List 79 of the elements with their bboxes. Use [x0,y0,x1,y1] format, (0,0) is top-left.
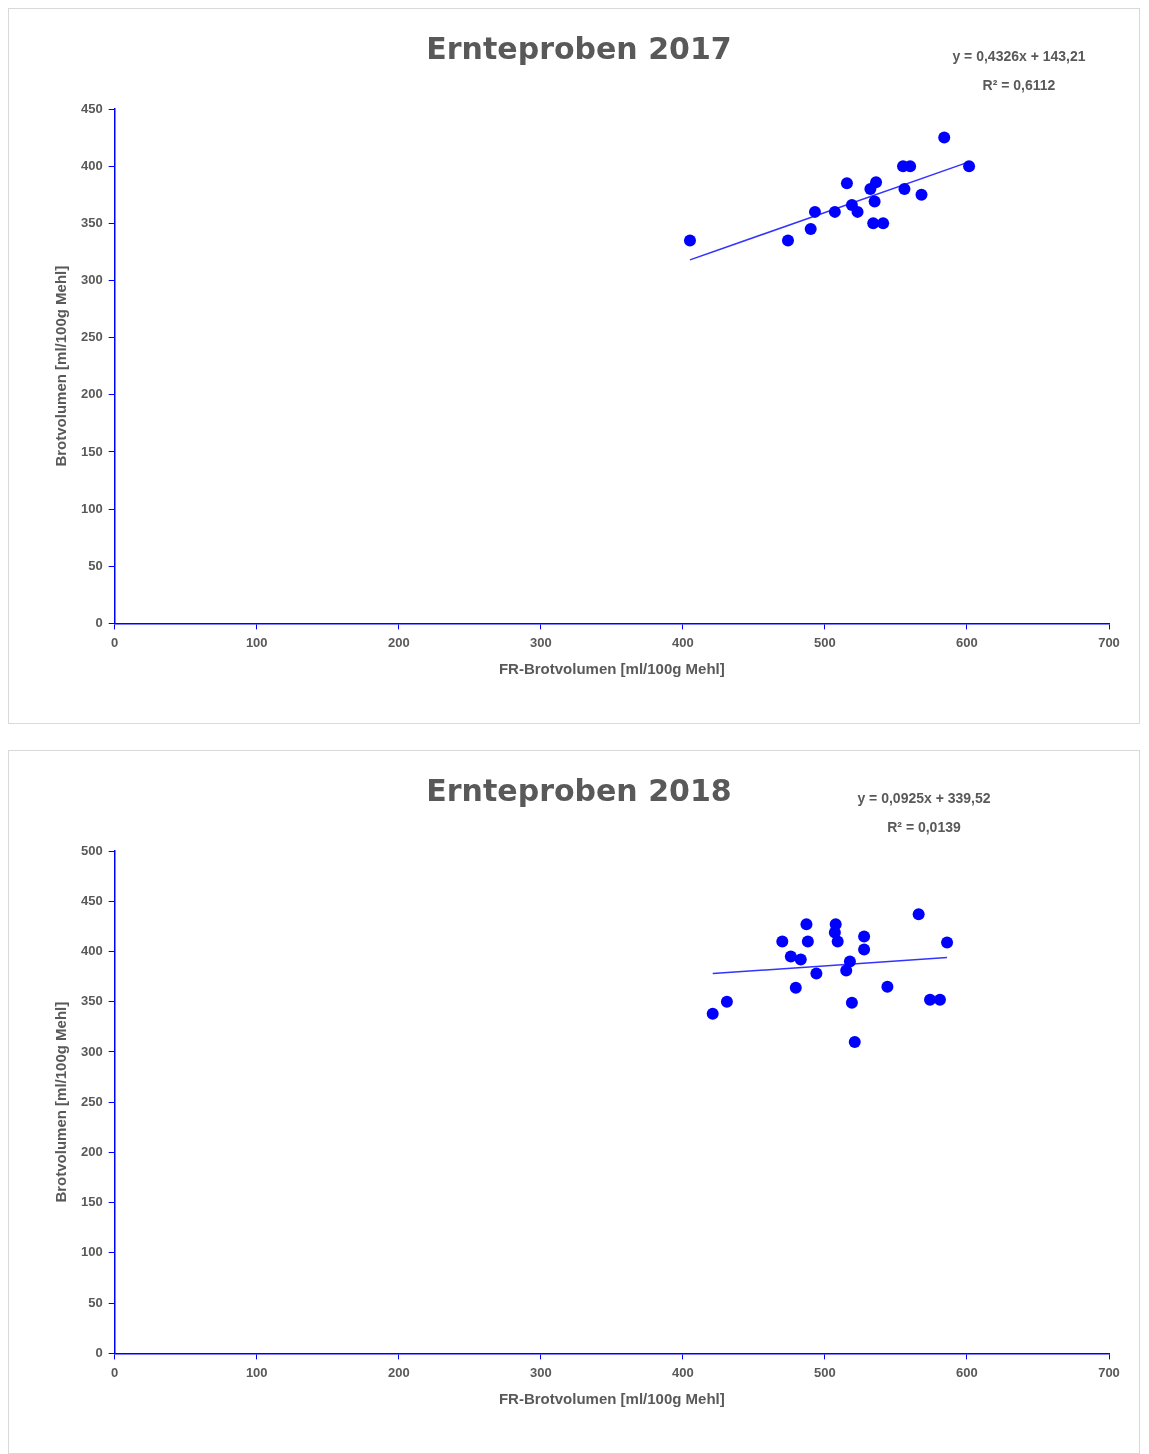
y-tick-label: 200 [80,1144,103,1160]
point [898,183,911,196]
x-tick-label: 500 [814,1364,836,1380]
y-tick-label: 400 [80,157,103,173]
point [858,943,871,956]
x-tick-label: 600 [956,634,978,650]
point [840,177,853,190]
y-tick-label: 300 [80,1043,103,1059]
point [941,936,954,949]
x-tick-label: 500 [814,634,836,650]
y-tick-label: 450 [80,100,103,116]
x-tick-label: 400 [672,1364,694,1380]
x-tick-label: 100 [245,634,268,650]
point [808,205,821,218]
x-tick-label: 300 [529,1364,552,1380]
x-tick-label: 200 [387,634,410,650]
y-tick-label: 100 [80,1244,103,1260]
point [781,234,794,247]
y-tick-label: 250 [80,329,103,345]
text: y = 0,0925x + 339,52 [857,789,991,806]
x-tick-label: 400 [672,634,694,650]
point [789,981,802,994]
x-tick-label: 600 [956,1364,978,1380]
point [776,935,789,948]
y-tick-label: 400 [80,943,103,959]
y-tick-label: 100 [80,500,103,516]
point [848,1035,861,1048]
point [828,205,841,218]
point [858,930,871,943]
x-tick-label: 300 [529,634,552,650]
point [720,995,733,1008]
point [915,188,928,201]
text: R² = 0,6112 [982,76,1056,93]
y-tick-label: 250 [80,1093,103,1109]
y-tick-label: 350 [80,993,103,1009]
x-tick-label: 100 [245,1364,268,1380]
text: y = 0,4326x + 143,21 [952,47,1086,64]
point [877,217,890,230]
x-axis-title: FR-Brotvolumen [ml/100g Mehl] [498,660,725,678]
x-axis-title: FR-Brotvolumen [ml/100g Mehl] [498,1390,725,1408]
y-tick-label: 300 [80,272,103,288]
point [683,234,696,247]
point [912,908,925,921]
point [868,195,881,208]
y-tick-label: 150 [80,1194,103,1210]
y-axis-title: Brotvolumen [ml/100g Mehl] [52,265,70,467]
y-tick-label: 450 [80,892,103,908]
y-tick-label: 350 [80,214,103,230]
point [851,205,864,218]
y-tick-label: 50 [88,557,103,573]
y-tick-label: 0 [95,614,103,630]
x-tick-label: 700 [1098,1364,1120,1380]
point [938,131,951,144]
y-tick-label: 50 [88,1294,103,1310]
y-tick-label: 0 [95,1344,103,1360]
text: R² = 0,0139 [887,818,961,835]
x-tick-label: 200 [387,1364,410,1380]
point [870,176,883,189]
point [794,953,807,966]
point [801,935,814,948]
y-tick-label: 200 [80,386,103,402]
chart-title: Ernteproben 2018 [426,772,732,808]
x-tick-label: 0 [111,1364,119,1380]
point [804,223,817,236]
point [831,935,844,948]
point [881,980,894,993]
point [963,160,976,173]
point [840,964,853,977]
point [706,1007,719,1020]
point [845,996,858,1009]
y-tick-label: 500 [80,842,103,858]
point [800,918,813,931]
point [784,950,797,963]
x-tick-label: 700 [1098,634,1120,650]
x-tick-label: 0 [111,634,119,650]
chart-title: Ernteproben 2017 [426,30,732,66]
y-tick-label: 150 [80,443,103,459]
point [810,967,823,980]
y-axis-title: Brotvolumen [ml/100g Mehl] [52,1001,70,1203]
